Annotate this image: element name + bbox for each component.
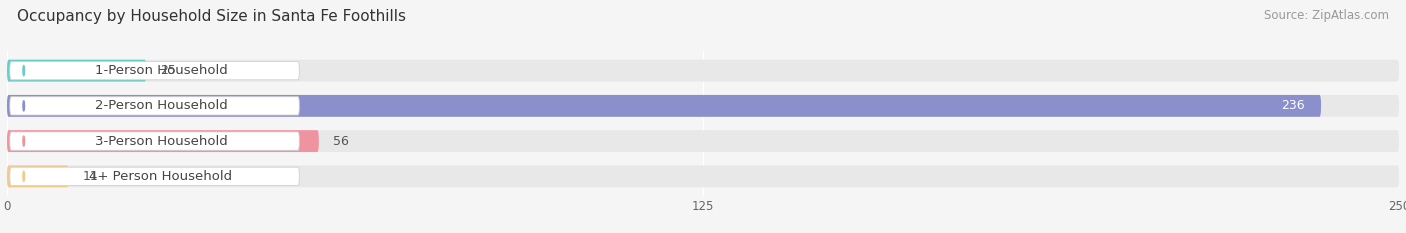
FancyBboxPatch shape	[7, 95, 1399, 117]
FancyBboxPatch shape	[7, 130, 1399, 152]
Circle shape	[22, 101, 24, 111]
Circle shape	[22, 66, 24, 76]
FancyBboxPatch shape	[10, 62, 299, 80]
Text: 3-Person Household: 3-Person Household	[94, 135, 228, 148]
FancyBboxPatch shape	[7, 165, 69, 187]
Circle shape	[22, 171, 24, 181]
FancyBboxPatch shape	[10, 167, 299, 185]
Text: Source: ZipAtlas.com: Source: ZipAtlas.com	[1264, 9, 1389, 22]
Text: 1-Person Household: 1-Person Household	[94, 64, 228, 77]
Text: 11: 11	[82, 170, 98, 183]
Text: 56: 56	[333, 135, 349, 148]
Text: 2-Person Household: 2-Person Household	[94, 99, 228, 112]
Text: 236: 236	[1281, 99, 1305, 112]
Circle shape	[22, 136, 24, 146]
FancyBboxPatch shape	[7, 165, 1399, 187]
Text: 25: 25	[160, 64, 176, 77]
FancyBboxPatch shape	[7, 60, 146, 82]
FancyBboxPatch shape	[7, 95, 1322, 117]
FancyBboxPatch shape	[10, 97, 299, 115]
FancyBboxPatch shape	[7, 60, 1399, 82]
Text: 4+ Person Household: 4+ Person Household	[90, 170, 232, 183]
FancyBboxPatch shape	[7, 130, 319, 152]
Text: Occupancy by Household Size in Santa Fe Foothills: Occupancy by Household Size in Santa Fe …	[17, 9, 406, 24]
FancyBboxPatch shape	[10, 132, 299, 150]
